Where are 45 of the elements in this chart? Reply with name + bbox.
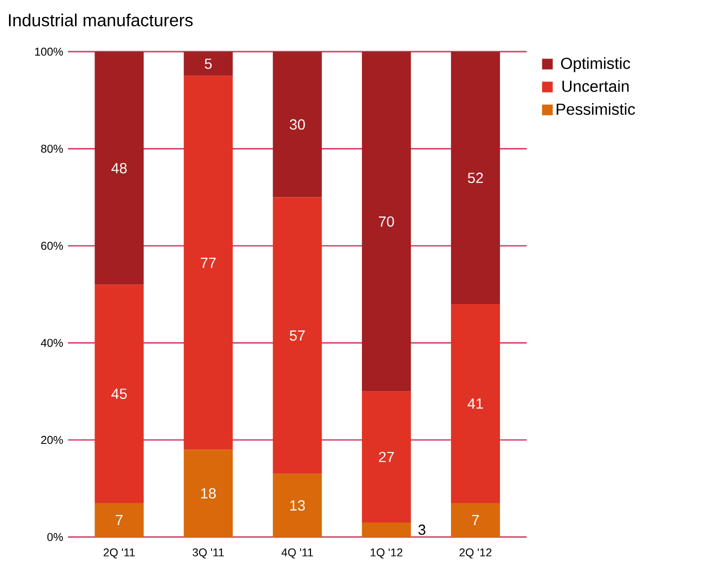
bar (184, 52, 233, 76)
x-tick-label: 2Q '12 (460, 548, 492, 558)
data-label: 52 (468, 172, 483, 184)
data-label: 18 (201, 488, 216, 499)
data-label: 3 (418, 524, 426, 535)
y-tick-label: 80% (41, 144, 63, 153)
y-tick-label: 100% (35, 48, 63, 56)
data-label: 48 (111, 162, 127, 174)
data-label: 5 (204, 58, 212, 69)
data-label: 70 (379, 216, 394, 227)
y-tick-label: 20% (41, 436, 63, 444)
bar (450, 304, 500, 504)
x-tick-label: 1Q '12 (370, 548, 402, 558)
data-label: 13 (290, 500, 305, 511)
bar (272, 197, 322, 474)
bar (362, 52, 411, 392)
chart-title: Industrial manufacturers (8, 14, 193, 26)
x-tick-label: 3Q '11 (192, 548, 224, 558)
data-label: 77 (200, 258, 216, 268)
data-label: 30 (290, 119, 305, 130)
legend-label: Uncertain (562, 80, 629, 92)
bar (184, 450, 233, 537)
x-tick-label: 2Q '11 (104, 548, 135, 558)
bar (272, 52, 322, 198)
y-tick-label: 60% (41, 242, 63, 250)
bar (450, 52, 500, 304)
data-label: 45 (111, 388, 127, 399)
y-tick-label: 0% (47, 533, 63, 542)
bar (272, 474, 322, 537)
data-label: 41 (468, 398, 483, 409)
x-tick-label: 4Q '11 (281, 548, 313, 558)
bar (184, 76, 233, 450)
bar (362, 391, 411, 522)
bar (94, 52, 144, 285)
legend-label: Optimistic (561, 57, 630, 72)
bar (362, 522, 411, 537)
bar (94, 284, 144, 504)
bar (94, 503, 144, 537)
data-label: 57 (290, 330, 305, 341)
data-label: 7 (116, 514, 123, 526)
bar (450, 503, 500, 537)
y-tick-label: 40% (40, 338, 63, 347)
data-label: 7 (472, 514, 479, 526)
legend-label: Pessimistic (556, 103, 635, 115)
data-label: 27 (378, 452, 394, 462)
